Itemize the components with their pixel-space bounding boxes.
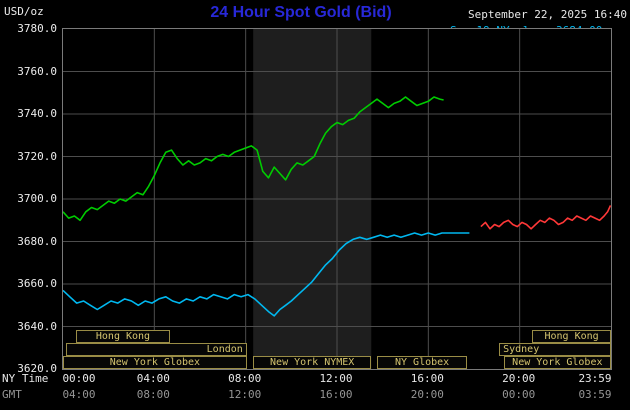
gmt-tick-label: 20:00 — [410, 388, 444, 401]
gmt-tick-label: 03:59 — [578, 388, 612, 401]
session-box-new-york-nymex: New York NYMEX — [253, 356, 372, 369]
y-axis-tick-label: 3660.0 — [17, 277, 57, 290]
series-line-sep-22-last — [63, 96, 444, 222]
gmt-axis-label: GMT — [2, 388, 22, 401]
session-box-london: London — [66, 343, 247, 356]
y-axis-tick-label: 3700.0 — [17, 192, 57, 205]
session-box-hong-kong: Hong Kong — [532, 330, 611, 343]
y-axis-tick-label: 3720.0 — [17, 149, 57, 163]
datetime-label: September 22, 2025 16:40 — [468, 8, 627, 21]
ny-time-tick-label: 23:59 — [578, 372, 612, 385]
session-box-ny-globex: NY Globex — [377, 356, 468, 369]
y-axis-tick-label: 3640.0 — [17, 319, 57, 333]
session-box-new-york-globex: New York Globex — [503, 356, 611, 369]
y-axis-tick-label: 3680.0 — [17, 234, 57, 248]
gmt-tick-label: 16:00 — [319, 388, 353, 401]
ny-time-tick-label: 12:00 — [319, 372, 353, 385]
y-axis-units-label: USD/oz — [4, 5, 44, 18]
series-line-sep-21-sunday — [480, 205, 611, 230]
chart-title: 24 Hour Spot Gold (Bid) — [210, 4, 392, 21]
session-box-hong-kong: Hong Kong — [75, 330, 171, 343]
plot-area: Hong Kong Hong Kong London Sydney New York G… — [62, 28, 612, 370]
y-axis-tick-label: 3740.0 — [17, 107, 57, 120]
session-box-new-york-globex: New York Globex — [63, 356, 247, 369]
gmt-tick-label: 00:00 — [502, 388, 536, 401]
series-line-sep-19-ny-close — [63, 232, 470, 317]
ny-time-tick-label: 08:00 — [228, 372, 262, 385]
ny-time-tick-label: 16:00 — [410, 372, 444, 385]
ny-time-tick-label: 00:00 — [62, 372, 96, 385]
gmt-tick-label: 08:00 — [136, 388, 170, 401]
ny-time-tick-label: 20:00 — [502, 372, 536, 385]
chart-canvas — [63, 29, 611, 369]
y-axis-tick-label: 3620.0 — [17, 362, 57, 375]
gmt-tick-label: 04:00 — [62, 388, 96, 401]
session-box-sydney: Sydney — [499, 343, 611, 356]
gmt-tick-label: 12:00 — [228, 388, 262, 401]
ny-time-axis-label: NY Time — [2, 372, 49, 385]
ny-time-tick-label: 04:00 — [136, 372, 170, 385]
y-axis-tick-label: 3780.0 — [17, 22, 57, 35]
y-axis-tick-label: 3760.0 — [17, 64, 57, 78]
